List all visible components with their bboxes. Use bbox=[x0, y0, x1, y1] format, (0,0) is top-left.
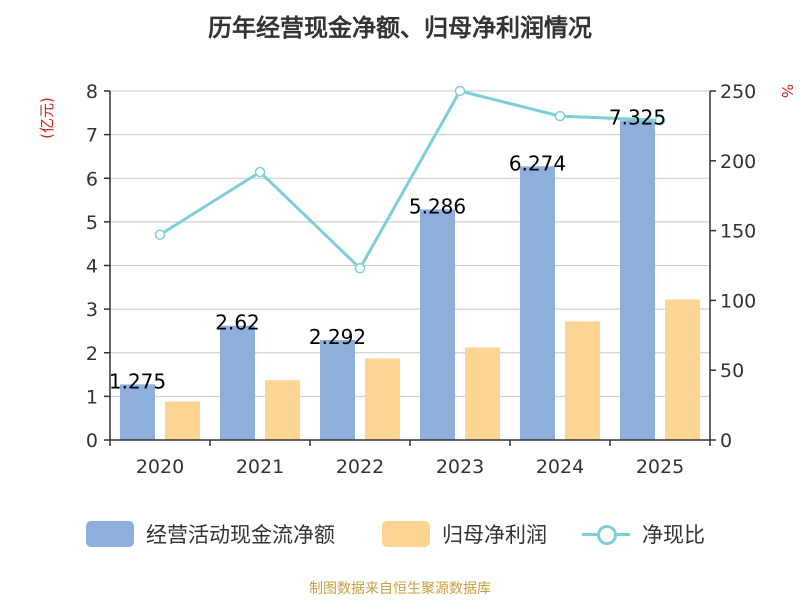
x-tick-label: 2024 bbox=[536, 456, 584, 478]
ratio-point bbox=[354, 263, 366, 274]
ratio-point bbox=[454, 85, 466, 97]
bar-cash-flow bbox=[420, 209, 455, 440]
y-left-tick-label: 2 bbox=[86, 343, 98, 365]
ratio-point bbox=[654, 115, 666, 126]
bars bbox=[120, 120, 700, 441]
data-label-cash-flow: 5.286 bbox=[409, 194, 466, 218]
legend-label-ratio: 净现比 bbox=[642, 523, 705, 547]
y-right-tick-label: 150 bbox=[720, 221, 756, 243]
y-left-tick-label: 5 bbox=[86, 212, 98, 234]
legend: 经营活动现金流净额 归母净利润 净现比 bbox=[0, 516, 800, 556]
ratio-point bbox=[254, 166, 266, 178]
legend-item-ratio[interactable]: 净现比 bbox=[582, 516, 705, 552]
y-left-tick-label: 7 bbox=[86, 125, 98, 147]
data-label-cash-flow: 1.275 bbox=[109, 369, 166, 393]
legend-label-cash-flow: 经营活动现金流净额 bbox=[146, 523, 335, 547]
axes: 0 1 2 3 4 5 6 7 8 0 50 100 150 200 250 (亿元)% 2020 2021 202… bbox=[38, 81, 796, 478]
legend-swatch-cash-flow bbox=[86, 521, 134, 547]
x-tick-label: 2021 bbox=[236, 456, 284, 478]
legend-item-net-profit[interactable]: 归母净利润 bbox=[382, 516, 547, 552]
ratio-line bbox=[154, 85, 666, 274]
x-tick-label: 2025 bbox=[636, 456, 684, 478]
bar-cash-flow bbox=[320, 340, 355, 440]
y-left-tick-label: 1 bbox=[86, 386, 98, 408]
y-left-tick-label: 8 bbox=[86, 81, 98, 103]
bar-cash-flow bbox=[120, 384, 155, 440]
y-left-tick-label: 6 bbox=[86, 168, 98, 190]
x-tick-label: 2023 bbox=[436, 456, 484, 478]
ratio-point bbox=[154, 229, 166, 241]
bar-net-profit bbox=[165, 401, 200, 440]
bar-net-profit bbox=[665, 299, 700, 440]
y-left-unit: (亿元) bbox=[38, 97, 56, 139]
y-right-unit: % bbox=[778, 84, 796, 98]
ratio-point bbox=[554, 110, 566, 122]
bar-net-profit bbox=[265, 380, 300, 440]
y-left-tick-label: 3 bbox=[86, 299, 98, 321]
legend-label-net-profit: 归母净利润 bbox=[442, 523, 547, 547]
bar-cash-flow bbox=[220, 325, 255, 440]
y-right-tick-label: 50 bbox=[720, 360, 744, 382]
data-label-cash-flow: 7.325 bbox=[609, 105, 666, 129]
bar-cash-flow bbox=[620, 120, 655, 441]
bar-net-profit bbox=[465, 347, 500, 440]
x-tick-label: 2020 bbox=[136, 456, 184, 478]
data-labels: 1.275 2.62 2.292 5.286 6.274 7.325 bbox=[109, 105, 666, 393]
y-right-tick-label: 200 bbox=[720, 151, 756, 173]
chart-title: 历年经营现金净额、归母净利润情况 bbox=[208, 14, 592, 42]
y-left-tick-label: 4 bbox=[86, 256, 98, 278]
source-note: 制图数据来自恒生聚源数据库 bbox=[309, 581, 491, 597]
legend-swatch-net-profit bbox=[382, 521, 430, 547]
y-right-tick-label: 250 bbox=[720, 81, 756, 103]
x-tick-label: 2022 bbox=[336, 456, 384, 478]
legend-item-cash-flow[interactable]: 经营活动现金流净额 bbox=[86, 516, 335, 552]
ratio-polyline bbox=[159, 89, 661, 270]
data-label-cash-flow: 2.62 bbox=[215, 311, 260, 335]
legend-marker-ratio bbox=[582, 521, 630, 547]
y-right-tick-label: 100 bbox=[720, 290, 756, 312]
y-left-tick-label: 0 bbox=[86, 430, 98, 452]
y-right-tick-label: 0 bbox=[720, 430, 732, 452]
bar-net-profit bbox=[365, 358, 400, 440]
data-label-cash-flow: 6.274 bbox=[509, 151, 566, 175]
bar-net-profit bbox=[565, 321, 600, 440]
bar-cash-flow bbox=[520, 166, 555, 440]
data-label-cash-flow: 2.292 bbox=[309, 325, 366, 349]
